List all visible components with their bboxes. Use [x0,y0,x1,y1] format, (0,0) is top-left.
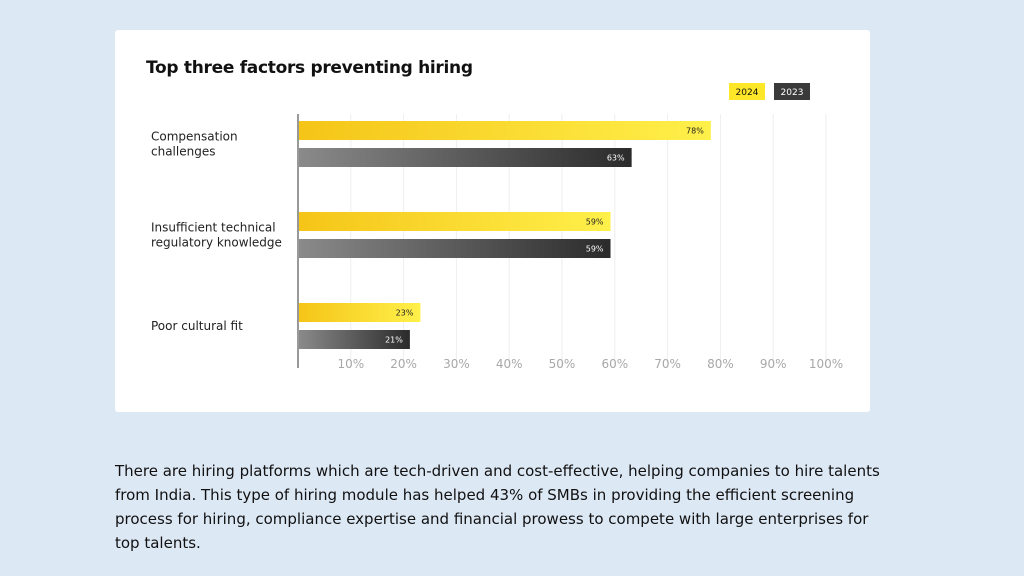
data-label: 59% [586,218,604,227]
category-label: challenges [151,145,215,159]
bar-2024 [299,212,611,231]
category-label: Poor cultural fit [151,319,243,333]
x-tick-label: 80% [707,357,734,371]
x-tick-label: 10% [337,357,364,371]
data-label: 23% [396,309,414,318]
bar-chart: 10% 20% 30% 40% 50% 60% 70% 80% 90% 100% Compensat… [151,83,843,371]
bar-2023 [299,239,611,258]
legend-label: 2024 [736,88,759,98]
category-label: Insufficient technical [151,221,276,235]
legend-label: 2023 [781,88,804,98]
data-label: 59% [586,245,604,254]
bar-2023 [299,330,410,349]
x-tick-label: 90% [760,357,787,371]
bar-2023 [299,148,632,167]
category-label: regulatory knowledge [151,236,282,250]
caption-text: There are hiring platforms which are tec… [115,462,880,552]
chart-card: Top three factors preventing hiring 10% 2… [115,30,870,412]
x-tick-label: 100% [809,357,843,371]
legend-swatch [729,83,765,100]
bar-2024 [299,121,711,140]
data-label: 63% [607,154,625,163]
x-tick-label: 20% [390,357,417,371]
x-tick-label: 60% [601,357,628,371]
data-label: 78% [686,127,704,136]
legend-swatch [774,83,810,100]
bar-2024 [299,303,421,322]
x-tick-label: 30% [443,357,470,371]
x-tick-label: 50% [549,357,576,371]
x-tick-label: 70% [654,357,681,371]
x-tick-label: 40% [496,357,523,371]
category-label: Compensation [151,130,238,144]
data-label: 21% [385,336,403,345]
chart-title: Top three factors preventing hiring [146,58,473,78]
